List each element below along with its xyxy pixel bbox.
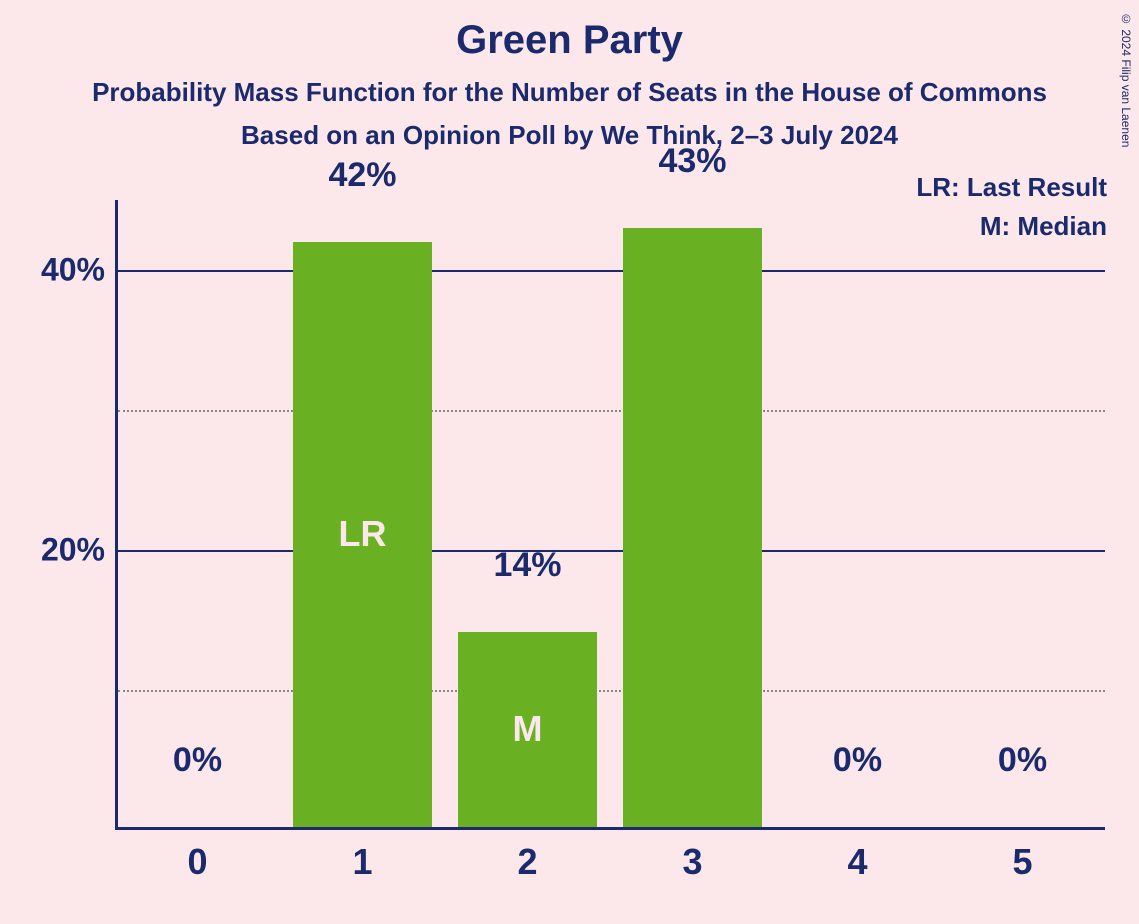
bars-container: 0%042%LR114%M243%30%40%5 bbox=[115, 200, 1105, 827]
bar-value-label: 14% bbox=[445, 546, 610, 585]
copyright-text: © 2024 Filip van Laenen bbox=[1119, 12, 1133, 147]
bar-value-label: 43% bbox=[610, 142, 775, 181]
x-tick-label: 2 bbox=[445, 827, 610, 883]
x-tick-label: 5 bbox=[940, 827, 1105, 883]
y-tick-label: 20% bbox=[41, 532, 105, 569]
chart-subtitle-2: Based on an Opinion Poll by We Think, 2–… bbox=[0, 108, 1139, 151]
x-tick-label: 1 bbox=[280, 827, 445, 883]
bar-value-label: 0% bbox=[940, 741, 1105, 780]
bar-slot: 0%4 bbox=[775, 200, 940, 827]
bar-value-label: 0% bbox=[775, 741, 940, 780]
bar-slot: 0%0 bbox=[115, 200, 280, 827]
y-tick-label: 40% bbox=[41, 252, 105, 289]
chart-plot-area: 20%40% 0%042%LR114%M243%30%40%5 bbox=[115, 200, 1105, 830]
bar-slot: 14%M2 bbox=[445, 200, 610, 827]
bar-value-label: 42% bbox=[280, 156, 445, 195]
bar-inner-label: LR bbox=[280, 513, 445, 555]
bar-slot: 42%LR1 bbox=[280, 200, 445, 827]
x-tick-label: 0 bbox=[115, 827, 280, 883]
bar bbox=[623, 228, 762, 827]
bar-slot: 43%3 bbox=[610, 200, 775, 827]
x-tick-label: 4 bbox=[775, 827, 940, 883]
bar-value-label: 0% bbox=[115, 741, 280, 780]
x-tick-label: 3 bbox=[610, 827, 775, 883]
chart-title: Green Party bbox=[0, 0, 1139, 63]
bar-slot: 0%5 bbox=[940, 200, 1105, 827]
bar-inner-label: M bbox=[445, 708, 610, 750]
chart-subtitle-1: Probability Mass Function for the Number… bbox=[0, 63, 1139, 108]
